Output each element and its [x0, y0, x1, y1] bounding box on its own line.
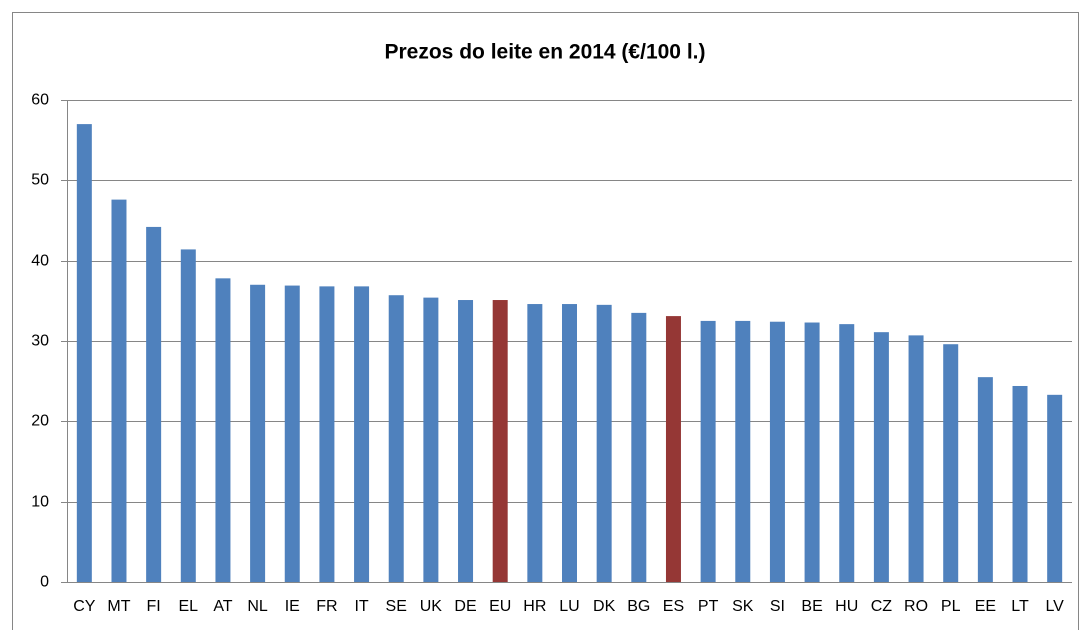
x-tick-label: LV — [1045, 598, 1064, 615]
bar — [250, 284, 266, 582]
bar — [180, 249, 196, 583]
x-tick-label: LU — [559, 598, 579, 615]
bar — [943, 344, 959, 582]
x-tick-label: AT — [213, 598, 232, 615]
bar — [1012, 385, 1028, 582]
x-tick-label: FR — [316, 598, 337, 615]
bar — [562, 304, 577, 582]
x-tick-label: HU — [835, 598, 858, 615]
x-tick-label: FI — [147, 598, 161, 615]
bar — [873, 332, 889, 582]
bar — [908, 335, 924, 582]
bar — [354, 286, 370, 582]
x-tick-label: LT — [1011, 598, 1029, 615]
x-tick-label: CZ — [871, 598, 893, 615]
x-tick-label: HR — [523, 598, 546, 615]
x-tick-label: DE — [454, 598, 476, 615]
bar — [146, 226, 162, 582]
bar — [804, 322, 820, 582]
bar — [76, 124, 92, 582]
y-tick-label: 40 — [31, 253, 49, 270]
bar — [631, 312, 647, 582]
bar — [111, 199, 127, 582]
bar — [596, 304, 612, 582]
x-tick-label: EU — [489, 598, 511, 615]
bar — [735, 320, 751, 582]
y-tick-label: 30 — [31, 333, 49, 350]
x-tick-label: NL — [247, 598, 268, 615]
x-tick-label: SI — [770, 598, 785, 615]
bar — [665, 316, 681, 582]
x-tick-label: UK — [420, 598, 443, 615]
x-tick-label: EE — [975, 598, 996, 615]
bar — [423, 297, 439, 582]
x-tick-label: IE — [285, 598, 300, 615]
bar — [215, 278, 231, 582]
chart-title: Prezos do leite en 2014 (€/100 l.) — [385, 41, 706, 64]
bar — [388, 295, 404, 582]
x-tick-label: CY — [73, 598, 96, 615]
bar — [492, 300, 508, 582]
bar — [769, 321, 785, 582]
y-tick-label: 20 — [31, 413, 49, 430]
x-tick-label: BE — [801, 598, 822, 615]
y-tick-label: 10 — [31, 494, 49, 511]
x-tick-label: EL — [179, 598, 199, 615]
x-tick-label: RO — [904, 598, 928, 615]
bar — [1047, 394, 1063, 582]
y-tick-label: 0 — [40, 574, 49, 591]
x-tick-label: DK — [593, 598, 616, 615]
x-tick-label: ES — [663, 598, 684, 615]
bar — [284, 285, 300, 582]
bar — [839, 324, 855, 582]
x-tick-label: IT — [354, 598, 368, 615]
x-tick-label: MT — [107, 598, 130, 615]
bar — [527, 304, 543, 582]
y-tick-label: 60 — [31, 92, 49, 109]
bar — [977, 377, 993, 582]
bar — [700, 320, 716, 582]
x-tick-label: PT — [698, 598, 719, 615]
bar — [458, 300, 474, 582]
x-tick-label: PL — [941, 598, 961, 615]
x-tick-label: BG — [627, 598, 650, 615]
bar — [319, 286, 335, 582]
x-tick-label: SE — [386, 598, 407, 615]
x-tick-label: SK — [732, 598, 754, 615]
y-tick-label: 50 — [31, 172, 49, 189]
